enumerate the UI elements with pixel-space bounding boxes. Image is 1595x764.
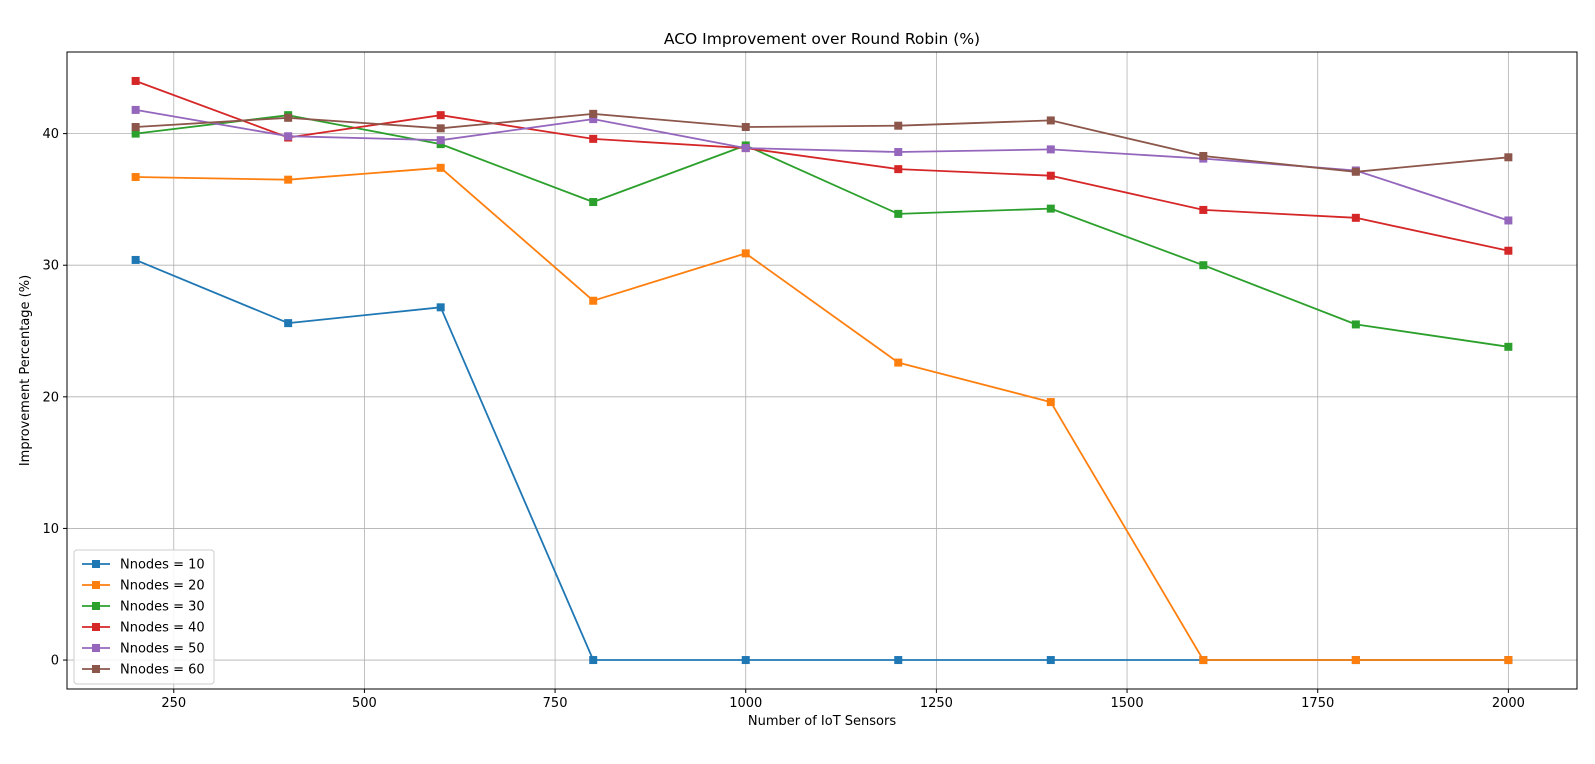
data-point (1351, 320, 1360, 329)
data-point (1046, 171, 1055, 180)
data-point (1199, 151, 1208, 160)
data-point (131, 76, 140, 85)
legend-marker (92, 602, 100, 610)
x-axis-label: Number of IoT Sensors (748, 714, 896, 729)
grid-lines (67, 52, 1577, 689)
data-point (1046, 116, 1055, 125)
data-point (1351, 656, 1360, 665)
y-tick-label: 20 (42, 390, 59, 405)
y-tick-label: 0 (51, 654, 59, 669)
x-tick-label: 2000 (1492, 696, 1525, 711)
axis-ticks: 250 500 750 1000 1250 1500 1750 2000 0 10 20 30 40 (42, 127, 1524, 711)
data-point (1046, 398, 1055, 407)
data-point (589, 109, 598, 118)
data-point (1046, 656, 1055, 665)
x-tick-label: 1250 (920, 696, 953, 711)
plot-frame (66, 51, 1578, 690)
data-point (1199, 656, 1208, 665)
legend: Nnodes = 10 Nnodes = 20 Nnodes = 30 Nnodes … (73, 549, 215, 685)
legend-label: Nnodes = 20 (120, 579, 205, 594)
data-point (131, 129, 140, 138)
data-point (436, 124, 445, 133)
legend-marker (92, 623, 100, 631)
data-point (436, 136, 445, 145)
data-point (1351, 213, 1360, 222)
data-point (1504, 246, 1513, 255)
data-point (284, 175, 293, 184)
y-tick-label: 40 (42, 127, 59, 142)
series-3 (131, 111, 1513, 351)
data-point (284, 319, 293, 328)
data-point (1504, 216, 1513, 225)
x-tick-label: 750 (543, 696, 568, 711)
data-point (741, 123, 750, 132)
x-tick-label: 1500 (1111, 696, 1144, 711)
data-point (1504, 153, 1513, 162)
data-point (436, 111, 445, 120)
data-point (1504, 342, 1513, 351)
series-line (135, 259, 1509, 661)
data-point (1504, 656, 1513, 665)
series-line (135, 113, 1509, 173)
data-point (894, 148, 903, 157)
legend-label: Nnodes = 40 (120, 621, 205, 636)
data-point (589, 296, 598, 305)
data-point (436, 303, 445, 312)
y-axis-label: Improvement Percentage (%) (18, 275, 33, 466)
y-tick-label: 10 (42, 522, 59, 537)
series-line (135, 166, 1509, 661)
data-point (589, 134, 598, 143)
legend-label: Nnodes = 10 (120, 558, 205, 573)
chart-title: ACO Improvement over Round Robin (%) (664, 30, 980, 48)
x-tick-label: 250 (161, 696, 186, 711)
data-point (131, 173, 140, 182)
data-point (131, 255, 140, 264)
data-point (1199, 261, 1208, 270)
data-point (1046, 204, 1055, 213)
series-1 (131, 255, 1513, 665)
series-lines (131, 76, 1513, 665)
legend-label: Nnodes = 30 (120, 600, 205, 615)
legend-marker (92, 581, 100, 589)
legend-label: Nnodes = 60 (120, 663, 205, 678)
data-point (894, 165, 903, 174)
series-2 (131, 163, 1513, 665)
data-point (1199, 205, 1208, 214)
data-point (894, 656, 903, 665)
x-tick-label: 1750 (1301, 696, 1334, 711)
legend-marker (92, 665, 100, 673)
data-point (589, 115, 598, 124)
series-6 (131, 109, 1513, 176)
x-tick-label: 1000 (729, 696, 762, 711)
legend-box (73, 549, 215, 685)
data-point (131, 105, 140, 114)
data-point (589, 198, 598, 207)
x-tick-label: 500 (352, 696, 377, 711)
series-line (135, 114, 1509, 348)
series-line (135, 80, 1509, 252)
data-point (589, 656, 598, 665)
data-point (894, 121, 903, 130)
data-point (1046, 145, 1055, 154)
data-point (284, 113, 293, 122)
legend-marker (92, 644, 100, 652)
data-point (1351, 167, 1360, 176)
legend-marker (92, 560, 100, 568)
y-tick-label: 30 (42, 259, 59, 274)
legend-label: Nnodes = 50 (120, 642, 205, 657)
data-point (741, 249, 750, 258)
data-point (131, 123, 140, 132)
data-point (894, 358, 903, 367)
data-point (894, 209, 903, 218)
data-point (741, 656, 750, 665)
series-5 (131, 105, 1513, 225)
data-point (284, 132, 293, 141)
data-point (741, 144, 750, 153)
data-point (436, 163, 445, 172)
